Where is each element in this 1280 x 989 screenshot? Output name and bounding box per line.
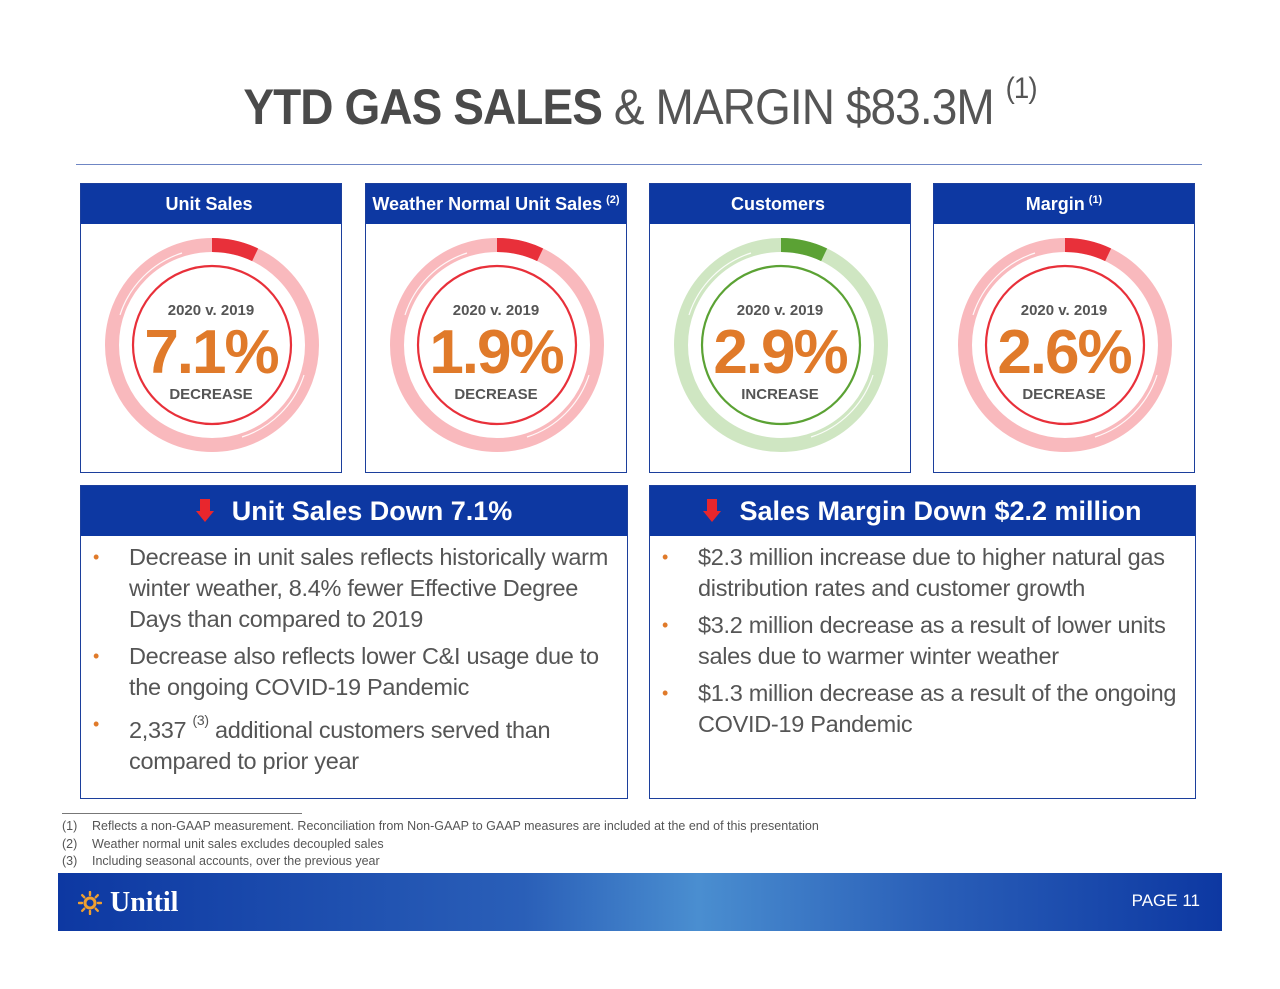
footnote-text: Weather normal unit sales excludes decou… [92, 836, 384, 851]
kpi-header: Weather Normal Unit Sales (2) [366, 184, 626, 224]
bullet-icon: • [93, 714, 100, 734]
panel-header: Sales Margin Down $2.2 million [650, 486, 1195, 536]
slide-title: YTD GAS SALES & MARGIN $83.3M (1) [51, 72, 1229, 136]
bullet-icon: • [662, 683, 669, 703]
kpi-comparison: 2020 v. 2019 [167, 302, 255, 319]
gauge-ring [390, 238, 604, 452]
kpi-footnote-ref: (2) [606, 194, 620, 206]
kpi-label: Margin [1025, 193, 1085, 214]
footnote-number: (2) [62, 836, 78, 851]
gauge-highlight [972, 252, 1036, 316]
footnote: (1) Reflects a non-GAAP measurement. Reco… [62, 818, 819, 836]
footnote-number: (3) [62, 854, 78, 868]
bullet-text: $1.3 million decrease as a result of the… [698, 680, 1177, 737]
kpi-direction: INCREASE [741, 386, 819, 403]
list-item: • $1.3 million decrease as a result of th… [650, 678, 1195, 740]
kpi-comparison: 2020 v. 2019 [1020, 302, 1108, 319]
kpi-value: 7.1% [144, 318, 279, 387]
brand-name: Unitil [110, 887, 179, 918]
company-logo: Unitil [78, 887, 178, 919]
panel-heading: Sales Margin Down $2.2 million [739, 495, 1142, 526]
footnote-text: Reflects a non-GAAP measurement. Reconci… [92, 819, 819, 833]
gauge-highlight [241, 374, 305, 438]
bullet-text: Decrease in unit sales reflects historic… [129, 544, 608, 632]
footnote: (3) Including seasonal accounts, over the… [62, 853, 819, 871]
footer-bar: Unitil PAGE 11 [58, 873, 1222, 931]
gauge-inner-ring [131, 264, 293, 426]
gauge-progress-arc [496, 238, 544, 262]
kpi-comparison: 2020 v. 2019 [736, 302, 824, 319]
gauge-highlight [688, 252, 752, 316]
page-number: PAGE 11 [1131, 891, 1200, 910]
bullet-icon: • [662, 615, 669, 635]
kpi-footnote-ref: (1) [1088, 194, 1103, 206]
gauge-progress-arc [211, 238, 259, 262]
gauge-highlight [1094, 374, 1158, 438]
bullet-text: $3.2 million decrease as a result of low… [698, 612, 1166, 669]
bullet-footnote-ref: (3) [192, 712, 210, 728]
panel-header: Unit Sales Down 7.1% [81, 486, 627, 536]
bullet-icon: • [93, 547, 100, 567]
gauge-inner-ring [984, 264, 1146, 426]
bullet-text-number: 2,337 [129, 716, 187, 743]
gauge-progress-arc [1064, 238, 1112, 262]
gauge-inner-ring [416, 264, 578, 426]
footnote: (2) Weather normal unit sales excludes de… [62, 836, 819, 854]
bullet-text: additional customers served than compare… [129, 716, 551, 774]
gauge-highlight [404, 252, 468, 316]
list-item: • $3.2 million decrease as a result of lo… [650, 610, 1195, 672]
gauge-ring [105, 238, 319, 452]
title-footnote-ref: (1) [1005, 72, 1038, 105]
list-item: • Decrease in unit sales reflects histori… [81, 542, 627, 635]
title-divider [76, 164, 1202, 165]
kpi-direction: DECREASE [454, 386, 538, 403]
list-item: • Decrease also reflects lower C&I usage … [81, 641, 627, 703]
bullet-icon: • [93, 646, 100, 666]
title-rest: & MARGIN $83.3M [613, 79, 995, 135]
gauge-ring [674, 238, 888, 452]
kpi-header: Margin (1) [934, 184, 1194, 224]
kpi-value: 2.6% [997, 318, 1132, 387]
bullet-text: Decrease also reflects lower C&I usage d… [129, 643, 599, 700]
kpi-value: 1.9% [429, 318, 564, 387]
bullet-list: • Decrease in unit sales reflects histori… [81, 542, 627, 783]
down-arrow-icon [195, 499, 214, 523]
sales-margin-panel: Sales Margin Down $2.2 million • $2.3 mil… [649, 485, 1196, 799]
kpi-card-customers: Customers 2020 v. 2019 2.9% INCREASE [649, 183, 911, 473]
kpi-comparison: 2020 v. 2019 [452, 302, 540, 319]
kpi-header: Customers [650, 184, 910, 224]
sun-logo-icon [78, 891, 102, 915]
list-item: • 2,337 (3) additional customers served t… [81, 709, 627, 777]
gauge-progress-arc [780, 238, 828, 262]
panel-heading: Unit Sales Down 7.1% [231, 495, 513, 526]
footnote-text: Including seasonal accounts, over the pr… [92, 854, 380, 868]
gauge-highlight [119, 252, 183, 316]
kpi-card-unit-sales: Unit Sales 2020 v. 2019 7.1% DECREASE [80, 183, 342, 473]
gauge-highlight [810, 374, 874, 438]
kpi-card-margin: Margin (1) 2020 v. 2019 2.6% DECREASE [933, 183, 1195, 473]
bullet-icon: • [662, 547, 669, 567]
down-arrow-icon [703, 499, 722, 523]
kpi-label: Unit Sales [165, 193, 253, 214]
footnote-divider [62, 813, 302, 814]
kpi-header: Unit Sales [81, 184, 341, 224]
footnotes: (1) Reflects a non-GAAP measurement. Reco… [62, 818, 819, 871]
kpi-value: 2.9% [713, 318, 848, 387]
gauge-ring [958, 238, 1172, 452]
gauge-inner-ring [700, 264, 862, 426]
kpi-direction: DECREASE [169, 386, 253, 403]
gauge-highlight [526, 374, 590, 438]
kpi-label: Weather Normal Unit Sales [372, 193, 603, 214]
kpi-direction: DECREASE [1022, 386, 1106, 403]
bullet-list: • $2.3 million increase due to higher nat… [650, 542, 1195, 746]
kpi-label: Customers [730, 193, 826, 214]
list-item: • $2.3 million increase due to higher nat… [650, 542, 1195, 604]
kpi-card-weather-normal-unit-sales: Weather Normal Unit Sales (2) 2020 v. 20… [365, 183, 627, 473]
unit-sales-panel: Unit Sales Down 7.1% • Decrease in unit s… [80, 485, 628, 799]
bullet-text: $2.3 million increase due to higher natu… [698, 544, 1165, 601]
footnote-number: (1) [62, 819, 78, 833]
title-bold: YTD GAS SALES [243, 79, 603, 135]
